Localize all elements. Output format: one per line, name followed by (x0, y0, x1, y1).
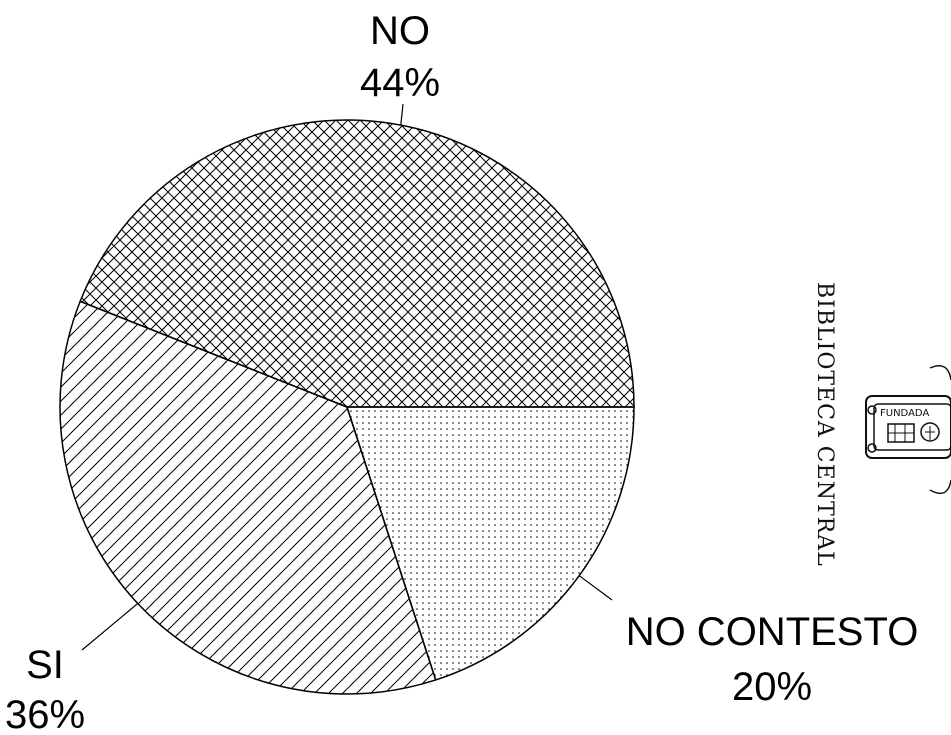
slice-percent-no: 44% (360, 61, 440, 105)
slice-percent-si: 36% (5, 693, 85, 735)
seal-text: FUNDADA (880, 408, 929, 419)
pie-slice-no-contesto (345, 406, 635, 681)
library-stamp: BIBLIOTECA CENTRAL FUNDADA (812, 282, 951, 567)
slice-percent-no-contesto: 20% (732, 665, 812, 709)
slice-label-si: SI (26, 643, 64, 687)
pie-slice-si (59, 300, 437, 695)
stamp-text: BIBLIOTECA CENTRAL (812, 282, 837, 567)
leader-line-si (81, 603, 139, 651)
slice-label-no-contesto: NO CONTESTO (626, 610, 919, 654)
slice-label-no: NO (370, 9, 430, 53)
leader-line-no-contesto (578, 575, 613, 601)
seal-icon: FUNDADA (865, 365, 951, 495)
pie-slice-no (79, 119, 635, 408)
leader-line-no (400, 103, 404, 126)
